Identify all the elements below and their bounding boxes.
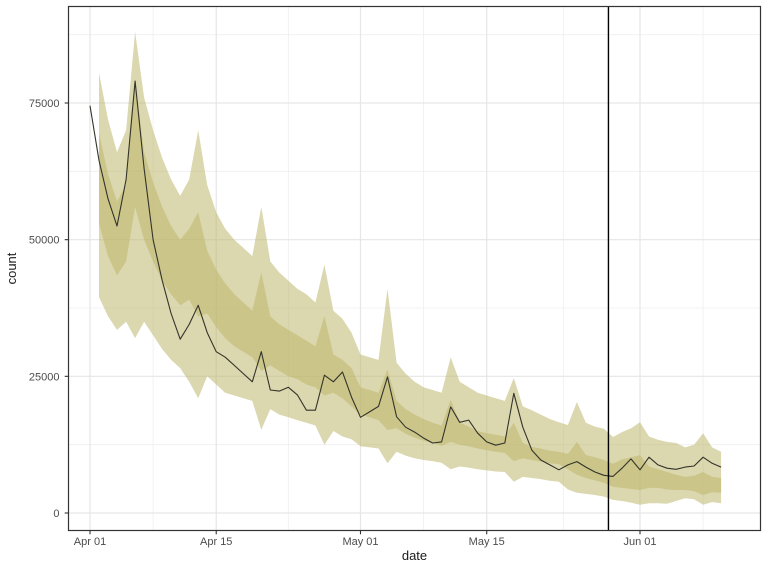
x-tick-label: Jun 01 (623, 536, 656, 548)
x-tick-label: Apr 01 (74, 536, 106, 548)
panel-border (67, 5, 762, 532)
observed-line (89, 80, 722, 477)
ribbon-outer (99, 31, 722, 505)
y-tick-label: 75000 (29, 98, 60, 110)
y-tick-label: 50000 (29, 235, 60, 247)
x-tick-label: May 01 (342, 536, 378, 548)
y-tick-label: 0 (53, 508, 59, 520)
y-tick-label: 25000 (29, 371, 60, 383)
x-tick-label: May 15 (469, 536, 505, 548)
x-tick-label: Apr 15 (200, 536, 232, 548)
x-axis-title: date (402, 548, 427, 563)
y-axis-title: count (4, 252, 19, 284)
ribbon-inner (99, 81, 722, 495)
